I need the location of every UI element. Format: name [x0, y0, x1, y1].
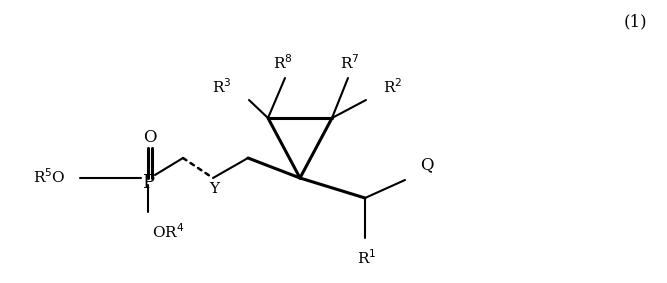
Text: (1): (1) — [623, 14, 647, 31]
Text: R$^5$O: R$^5$O — [33, 168, 66, 186]
Text: R$^7$: R$^7$ — [340, 54, 360, 72]
Text: OR$^4$: OR$^4$ — [152, 223, 184, 241]
Text: O: O — [143, 128, 157, 145]
Text: P: P — [142, 174, 154, 192]
Text: R$^3$: R$^3$ — [213, 78, 232, 96]
Text: R$^8$: R$^8$ — [273, 54, 293, 72]
Text: Q: Q — [420, 156, 434, 173]
Text: R$^2$: R$^2$ — [383, 78, 402, 96]
Text: Y: Y — [209, 182, 219, 196]
Text: R$^1$: R$^1$ — [358, 249, 377, 267]
